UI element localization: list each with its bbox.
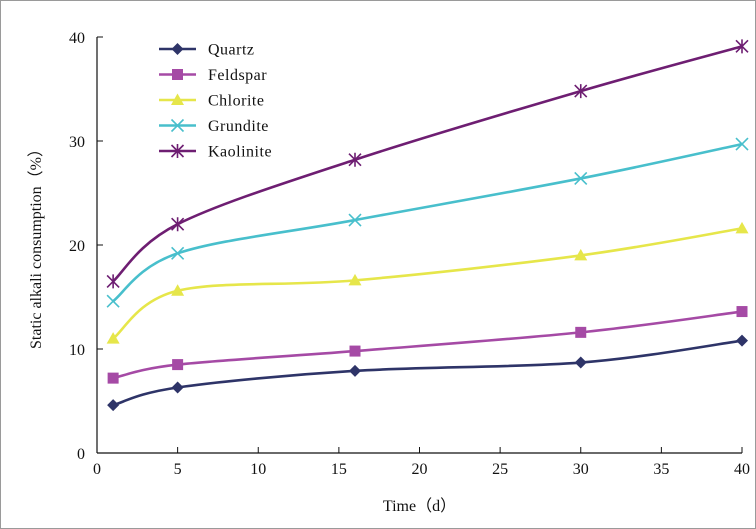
data-point-grundite (735, 137, 749, 151)
series-line-quartz (112, 339, 743, 407)
legend: Quartz Feldspar Chlorite Grundite Kaolinite (159, 42, 272, 161)
data-point-quartz (349, 364, 361, 377)
x-tick-label: 5 (174, 461, 182, 478)
x-tick-label: 20 (412, 461, 428, 478)
data-point-chlorite (171, 284, 185, 296)
legend-marker-quartz (171, 43, 184, 55)
data-point-feldspar (349, 345, 361, 357)
series-feldspar (107, 306, 748, 384)
data-point-grundite (574, 171, 588, 186)
y-tick-label: 20 (69, 238, 85, 255)
data-point-grundite (348, 213, 362, 227)
x-axis-ticks: 0 5 10 15 20 25 30 35 40 (93, 447, 750, 478)
data-point-quartz (107, 399, 120, 412)
data-point-kaolinite (106, 274, 120, 289)
data-point-grundite (171, 246, 185, 260)
series-grundite (106, 137, 749, 308)
legend-item-kaolinite: Kaolinite (159, 144, 272, 161)
series-line-kaolinite (112, 45, 743, 283)
series-line-grundite (112, 142, 743, 303)
data-point-kaolinite (171, 217, 185, 232)
data-point-feldspar (107, 372, 119, 384)
x-tick-label: 40 (734, 461, 750, 478)
data-point-chlorite (106, 332, 120, 344)
x-axis-label: Time（d） (383, 497, 456, 515)
legend-label-kaolinite: Kaolinite (208, 144, 272, 161)
legend-label-grundite: Grundite (208, 118, 269, 135)
series-line-chlorite (112, 227, 743, 340)
data-point-chlorite (348, 273, 362, 286)
data-point-feldspar (172, 359, 184, 371)
legend-item-quartz: Quartz (159, 42, 255, 59)
legend-marker-chlorite (171, 93, 184, 105)
x-tick-label: 25 (492, 461, 508, 478)
data-point-chlorite (574, 248, 588, 261)
series-quartz (107, 334, 748, 412)
x-tick-label: 0 (93, 461, 101, 478)
y-tick-label: 10 (69, 342, 85, 359)
data-point-feldspar (575, 326, 587, 338)
legend-label-feldspar: Feldspar (208, 67, 267, 84)
legend-marker-kaolinite (170, 144, 185, 158)
series-kaolinite (106, 39, 749, 289)
x-tick-label: 30 (573, 461, 589, 478)
legend-label-chlorite: Chlorite (208, 93, 264, 110)
x-tick-label: 10 (250, 461, 266, 478)
y-tick-label: 30 (69, 134, 85, 151)
y-axis-label: Static alkali consumption（%） (27, 141, 45, 349)
y-tick-label: 0 (77, 446, 85, 463)
legend-label-quartz: Quartz (208, 42, 255, 59)
legend-item-grundite: Grundite (159, 118, 269, 135)
x-tick-label: 15 (331, 461, 347, 478)
data-point-kaolinite (348, 152, 362, 167)
data-point-grundite (106, 294, 120, 308)
data-point-kaolinite (735, 39, 749, 54)
data-point-feldspar (736, 306, 748, 318)
series-chlorite (106, 221, 749, 344)
x-tick-label: 35 (653, 461, 669, 478)
data-point-quartz (736, 334, 748, 347)
data-point-chlorite (735, 221, 749, 234)
legend-item-chlorite: Chlorite (159, 93, 264, 110)
data-point-quartz (171, 381, 184, 394)
y-axis-ticks: 0 10 20 30 40 (69, 30, 103, 463)
legend-marker-feldspar (172, 69, 183, 80)
legend-item-feldspar: Feldspar (159, 67, 267, 84)
y-tick-label: 40 (69, 30, 85, 47)
data-point-quartz (574, 356, 587, 369)
data-point-kaolinite (574, 84, 588, 99)
plot-area (106, 39, 749, 412)
legend-marker-grundite (170, 118, 185, 133)
